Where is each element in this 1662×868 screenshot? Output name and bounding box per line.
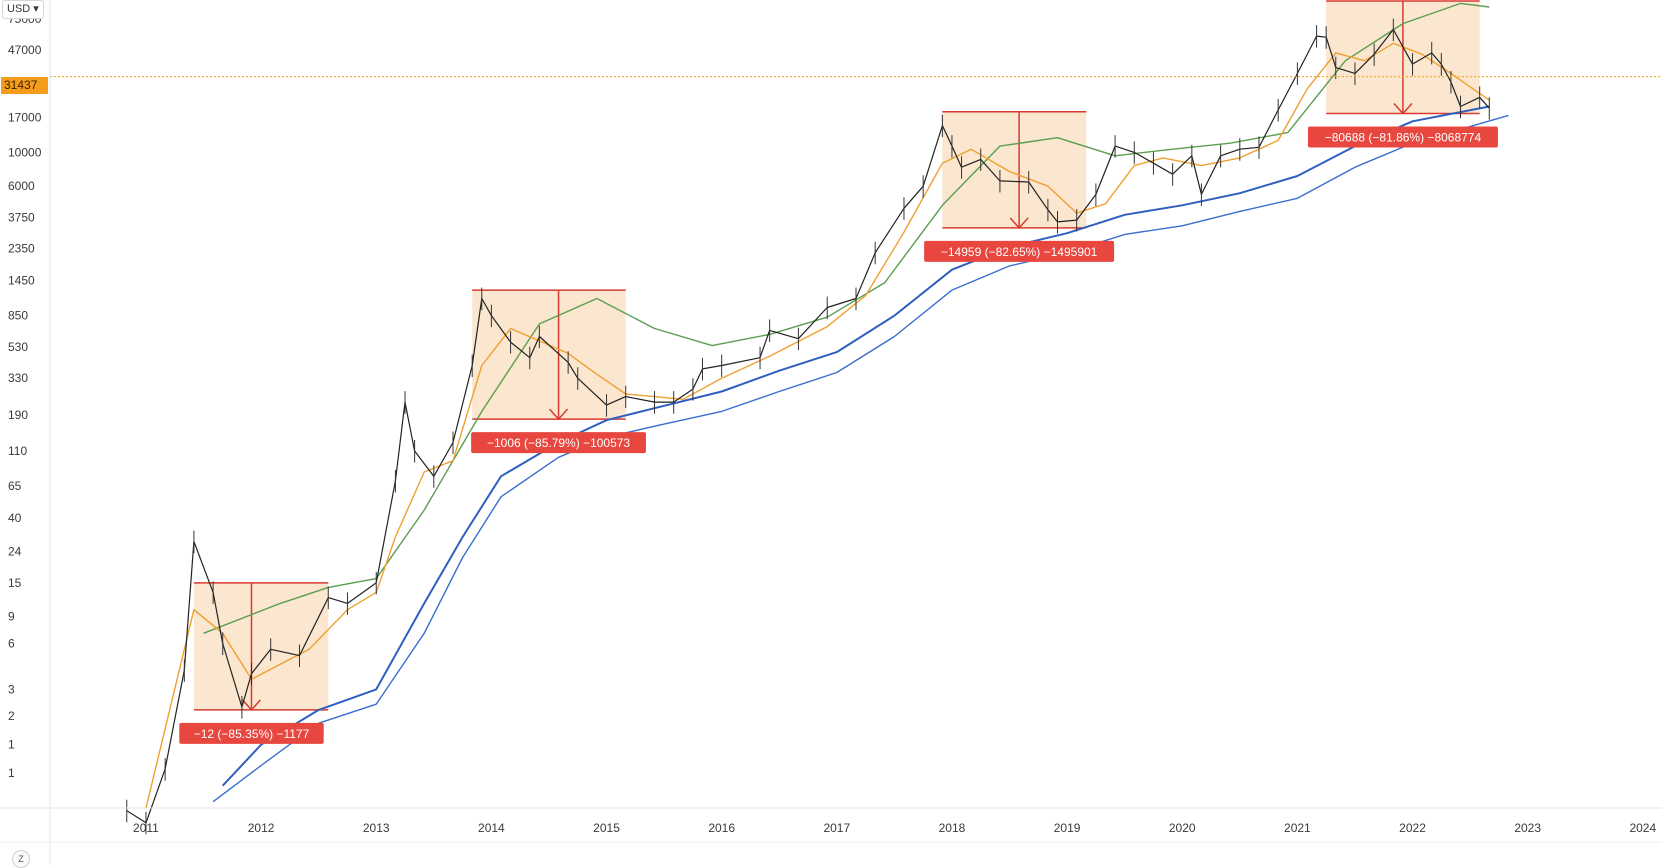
series-layer [126, 2, 1509, 835]
y-tick-label: 40 [8, 511, 22, 525]
y-tick-label: 1450 [8, 273, 35, 287]
x-tick-label: 2019 [1054, 821, 1081, 835]
series-support-lower [212, 114, 1509, 803]
y-tick-label: 6000 [8, 179, 35, 193]
currency-selector[interactable]: USD ▾ [2, 0, 44, 19]
y-tick-label: 110 [8, 444, 27, 458]
x-tick-label: 2012 [248, 821, 275, 835]
x-tick-label: 2022 [1399, 821, 1426, 835]
arrow-down-icon [1393, 103, 1413, 115]
chevron-down-icon: ▾ [33, 3, 39, 15]
y-tick-label: 530 [8, 340, 28, 354]
y-tick-label: 2 [8, 709, 15, 723]
x-tick-label: 2024 [1629, 821, 1656, 835]
y-tick-label: 9 [8, 610, 15, 624]
y-tick-label: 3 [8, 682, 15, 696]
x-tick-label: 2011 [133, 821, 159, 835]
drawdown-label: −14959 (−82.65%) −1495901 [941, 245, 1098, 259]
drawdown-box [472, 290, 626, 420]
y-tick-label: 1 [8, 766, 15, 780]
y-tick-label: 1 [8, 738, 15, 752]
y-tick-label: 17000 [8, 110, 42, 124]
arrow-down-icon [241, 699, 262, 712]
drawdown-label: −80688 (−81.86%) −8068774 [1325, 131, 1482, 145]
currency-label: USD [7, 3, 31, 15]
x-axis-ticks: 2011 2012 2013 2014 2015 2016 2017 2018 2019 2020… [133, 821, 1656, 835]
y-tick-label: 190 [8, 408, 28, 422]
series-support-upper [221, 105, 1490, 787]
y-tick-label: 850 [8, 309, 28, 323]
series-short-ma [145, 42, 1490, 809]
drawdown-label: −12 (−85.35%) −1177 [194, 727, 310, 741]
y-tick-label: 47000 [8, 43, 42, 57]
x-tick-label: 2018 [939, 821, 966, 835]
x-tick-label: 2017 [823, 821, 850, 835]
y-tick-label: 6 [8, 637, 15, 651]
x-tick-label: 2015 [593, 821, 620, 835]
drawdown-label: −1006 (−85.79%) −100573 [487, 436, 630, 450]
drawdown-box [193, 582, 329, 710]
x-tick-label: 2013 [363, 821, 390, 835]
y-tick-label: 15 [8, 576, 22, 590]
y-tick-label: 65 [8, 479, 22, 493]
drawdown-badge [1307, 126, 1498, 148]
drawdown-badge [924, 240, 1115, 262]
drawdown-badge [471, 432, 646, 454]
current-price-label: 31437 [1, 77, 48, 94]
arrow-down-icon [548, 408, 569, 421]
x-tick-label: 2023 [1514, 821, 1541, 835]
arrow-down-icon [1009, 217, 1029, 229]
zoom-toggle-button[interactable]: Z [12, 850, 30, 868]
y-tick-label: 2350 [8, 241, 35, 255]
drawdown-labels: −12 (−85.35%) −1177 −1006 (−85.79%) −1005… [179, 126, 1498, 744]
drawdown-badge [179, 722, 324, 744]
x-tick-label: 2016 [708, 821, 735, 835]
y-tick-label: 330 [8, 371, 28, 385]
series-price [126, 28, 1490, 824]
drawdown-box [942, 111, 1087, 228]
y-tick-label: 24 [8, 545, 22, 559]
y-tick-label: 10000 [8, 145, 42, 159]
x-tick-label: 2021 [1284, 821, 1311, 835]
y-tick-label: 3750 [8, 210, 35, 224]
x-tick-label: 2014 [478, 821, 505, 835]
y-axis-ticks: 7500047000170001000060003750235014508505… [8, 12, 42, 780]
x-tick-label: 2020 [1169, 821, 1196, 835]
